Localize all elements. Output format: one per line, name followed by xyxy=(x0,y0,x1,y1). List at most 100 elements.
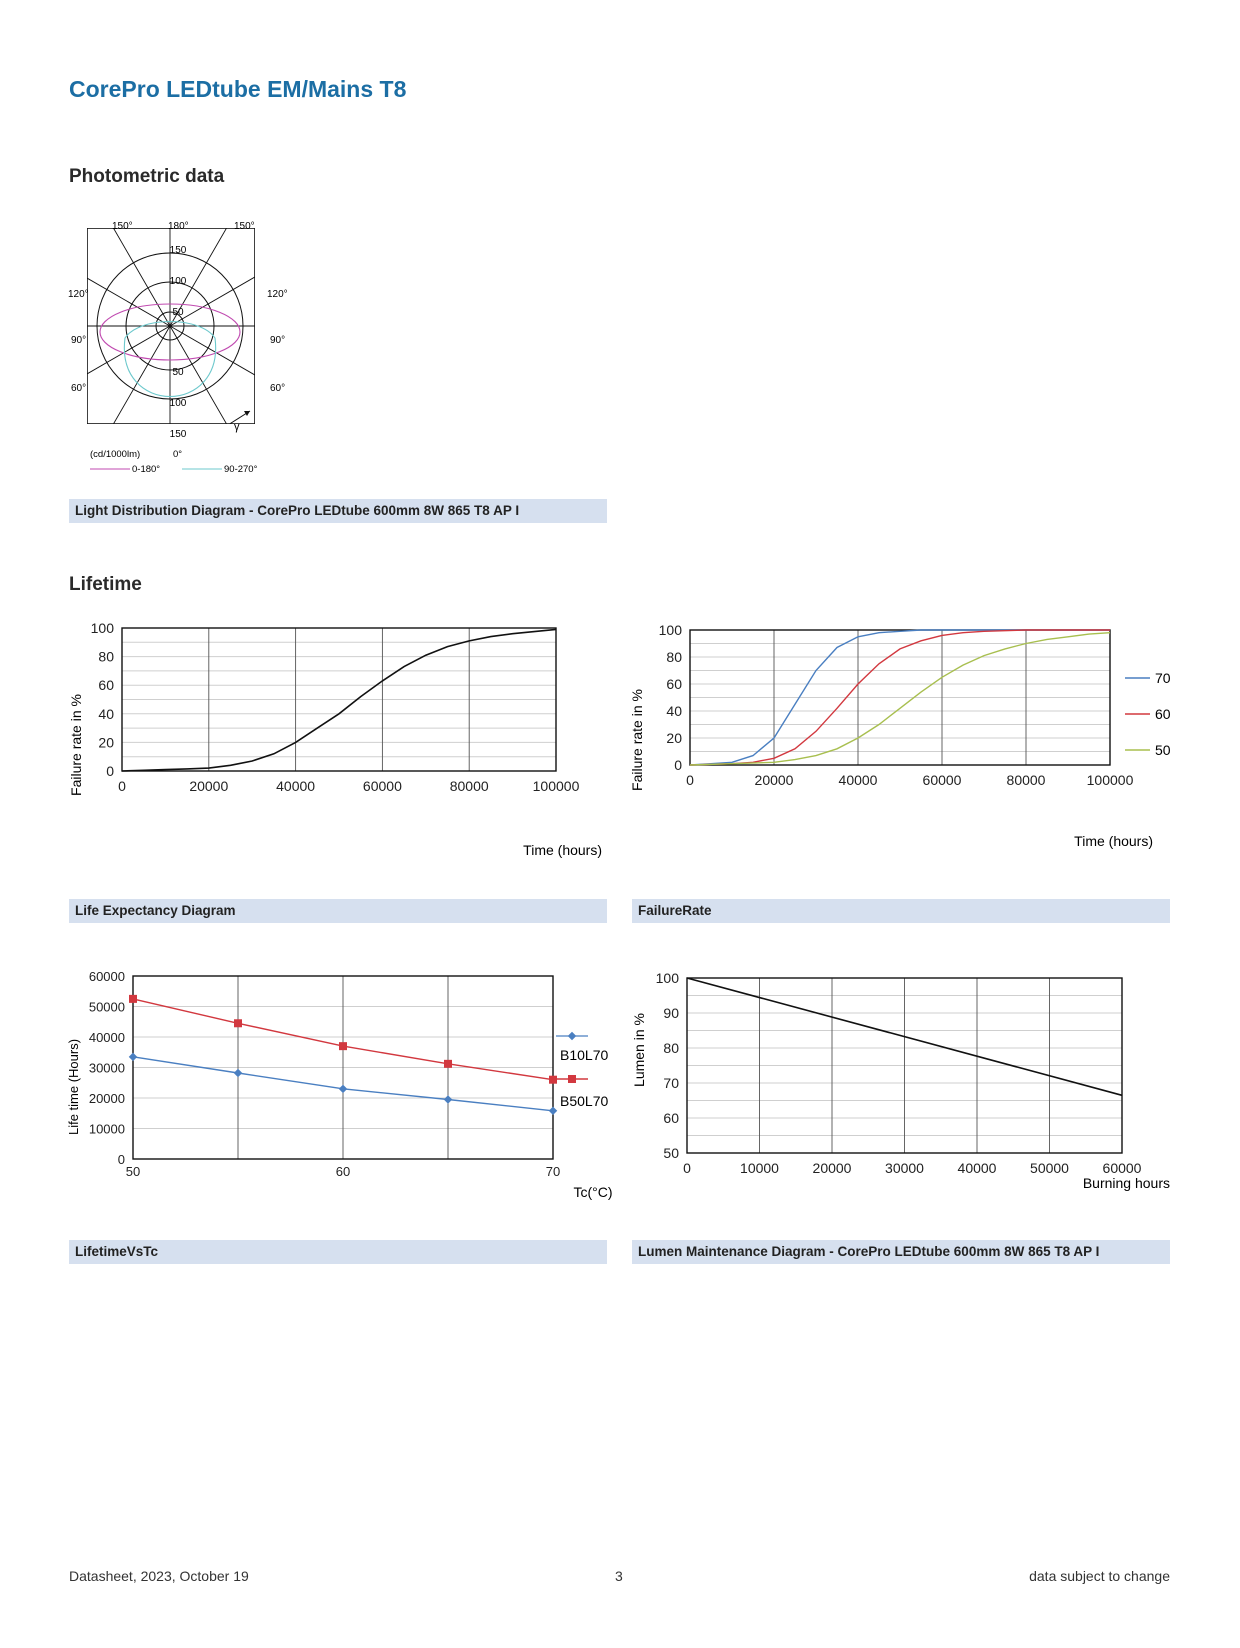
life-expectancy-x-tick: 100000 xyxy=(533,778,580,794)
lumen-x-tick: 40000 xyxy=(958,1160,997,1176)
lifetime-point-b50l70 xyxy=(234,1019,242,1028)
life-expectancy-curve xyxy=(121,628,557,772)
polar-radial-tick: 100 xyxy=(170,276,187,287)
lumen-x-tick: 50000 xyxy=(1030,1160,1069,1176)
caption-light-distribution: Light Distribution Diagram - CorePro LED… xyxy=(69,499,607,523)
failure-rate-x-tick: 80000 xyxy=(1007,772,1046,788)
lumen-x-tick: 60000 xyxy=(1103,1160,1142,1176)
life-expectancy-y-tick: 20 xyxy=(98,734,114,750)
lumen-x-tick: 30000 xyxy=(885,1160,924,1176)
lifetime-plot-frame xyxy=(132,975,554,1160)
polar-radial-tick: 150 xyxy=(170,245,187,256)
footer-page-number: 3 xyxy=(615,1568,623,1584)
lumen-ylabel: Lumen in % xyxy=(631,1013,647,1087)
lifetime-y-tick: 40000 xyxy=(89,1030,125,1045)
lifetime-point-b50l70 xyxy=(339,1042,347,1051)
failure-rate-series-70 xyxy=(689,629,1110,766)
lumen-x-tick: 10000 xyxy=(740,1160,779,1176)
polar-radial-tick: 100 xyxy=(170,398,187,409)
failure-rate-y-tick: 100 xyxy=(659,622,683,638)
failure-rate-legend-50: 50 xyxy=(1155,742,1171,758)
lumen-maintenance-curve xyxy=(686,977,1123,1097)
failure-rate-x-tick: 60000 xyxy=(923,772,962,788)
lumen-y-tick: 60 xyxy=(663,1110,679,1126)
failure-rate-series-50 xyxy=(689,632,1111,766)
life-expectancy-xlabel: Time (hours) xyxy=(523,842,602,858)
legend-marker-b10l70 xyxy=(567,1031,577,1041)
polar-spoke xyxy=(87,325,171,375)
lifetime-x-tick: 60 xyxy=(336,1164,350,1179)
lumen-y-tick: 70 xyxy=(663,1075,679,1091)
life-expectancy-y-tick: 100 xyxy=(91,620,115,636)
lumen-x-tick: 20000 xyxy=(813,1160,852,1176)
life-expectancy-y-tick: 60 xyxy=(98,677,114,693)
lifetime-vs-tc-chart: 0 10000 20000 30000 40000 50000 60000 50 60 70 L… xyxy=(66,969,613,1200)
failure-rate-x-tick: 100000 xyxy=(1087,772,1134,788)
lumen-maintenance-chart: 50 60 70 80 90 100 0 10000 20000 30000 40000 50000… xyxy=(631,970,1170,1191)
polar-curve-0-180 xyxy=(99,303,241,361)
failure-rate-y-tick: 20 xyxy=(666,730,682,746)
polar-right-label: 60° xyxy=(270,383,285,394)
polar-gamma-symbol: γ xyxy=(234,421,240,433)
polar-spoke xyxy=(87,277,171,327)
polar-spoke xyxy=(112,325,171,424)
lifetime-y-tick: 30000 xyxy=(89,1061,125,1076)
failure-rate-x-tick: 40000 xyxy=(839,772,878,788)
polar-legend-0-180: 0-180° xyxy=(132,464,160,475)
failure-rate-y-tick: 0 xyxy=(674,757,682,773)
lumen-xlabel: Burning hours xyxy=(1083,1175,1170,1191)
life-expectancy-y-tick: 80 xyxy=(98,649,114,665)
polar-radial-tick: 50 xyxy=(172,367,184,378)
section-title-lifetime: Lifetime xyxy=(69,574,142,595)
polar-spoke xyxy=(169,325,228,424)
lifetime-y-tick: 0 xyxy=(118,1152,125,1167)
failure-rate-y-tick: 60 xyxy=(666,676,682,692)
life-expectancy-x-tick: 40000 xyxy=(276,778,315,794)
lumen-y-tick: 100 xyxy=(656,970,680,986)
polar-spoke xyxy=(169,276,255,327)
polar-right-label: 120° xyxy=(267,289,288,300)
light-distribution-polar-diagram: 150° 180° 150° 120° 90° 60° 120° 90° 60°… xyxy=(68,221,288,475)
footer-datasheet-date: Datasheet, 2023, October 19 xyxy=(69,1568,249,1584)
failure-rate-legend-70: 70 xyxy=(1155,670,1171,686)
lifetime-x-tick: 50 xyxy=(126,1164,140,1179)
lifetime-legend-b10l70: B10L70 xyxy=(560,1047,608,1063)
failure-rate-chart: 0 20 40 60 80 100 0 20000 40000 60000 80000 100000… xyxy=(629,622,1171,849)
lifetime-point-b50l70 xyxy=(129,994,137,1003)
lumen-plot-frame xyxy=(686,977,1123,1154)
lifetime-point-b10l70 xyxy=(548,1106,558,1116)
life-expectancy-x-tick: 80000 xyxy=(450,778,489,794)
life-expectancy-y-tick: 0 xyxy=(106,763,114,779)
polar-right-label: 90° xyxy=(270,335,285,346)
polar-left-label: 90° xyxy=(71,335,86,346)
lifetime-xlabel: Tc(°C) xyxy=(573,1184,612,1200)
failure-rate-legend-60: 60 xyxy=(1155,706,1171,722)
polar-spoke xyxy=(169,325,255,376)
polar-unit-label: (cd/1000lm) xyxy=(90,449,140,460)
lifetime-point-b10l70 xyxy=(443,1095,453,1104)
life-expectancy-x-tick: 20000 xyxy=(189,778,228,794)
polar-bottom-angle: 0° xyxy=(173,449,182,460)
failure-rate-x-tick: 20000 xyxy=(755,772,794,788)
polar-top-label: 180° xyxy=(168,221,189,232)
lifetime-y-tick: 20000 xyxy=(89,1091,125,1106)
lumen-y-tick: 50 xyxy=(663,1145,679,1161)
lifetime-y-tick: 60000 xyxy=(89,969,125,984)
lifetime-ylabel: Life time (Hours) xyxy=(66,1039,81,1135)
life-expectancy-x-tick: 0 xyxy=(118,778,126,794)
section-title-photometric: Photometric data xyxy=(69,166,225,187)
failure-rate-y-tick: 40 xyxy=(666,703,682,719)
failure-rate-ylabel: Failure rate in % xyxy=(629,689,645,791)
lifetime-point-b50l70 xyxy=(549,1075,557,1084)
lifetime-x-tick: 70 xyxy=(546,1164,560,1179)
polar-radial-tick: 150 xyxy=(170,429,187,440)
polar-curve-90-270 xyxy=(123,321,217,397)
polar-gamma-arrowhead xyxy=(244,411,250,416)
failure-rate-x-tick: 0 xyxy=(686,772,694,788)
caption-lumen-maintenance: Lumen Maintenance Diagram - CorePro LEDt… xyxy=(632,1240,1170,1264)
life-expectancy-chart: 0 20 40 60 80 100 0 20000 40000 60000 80000 100000… xyxy=(68,620,602,858)
lumen-x-tick: 0 xyxy=(683,1160,691,1176)
document-title: CorePro LEDtube EM/Mains T8 xyxy=(69,76,407,102)
caption-lifetime-vs-tc: LifetimeVsTc xyxy=(69,1240,607,1264)
polar-top-label: 150° xyxy=(112,221,133,232)
